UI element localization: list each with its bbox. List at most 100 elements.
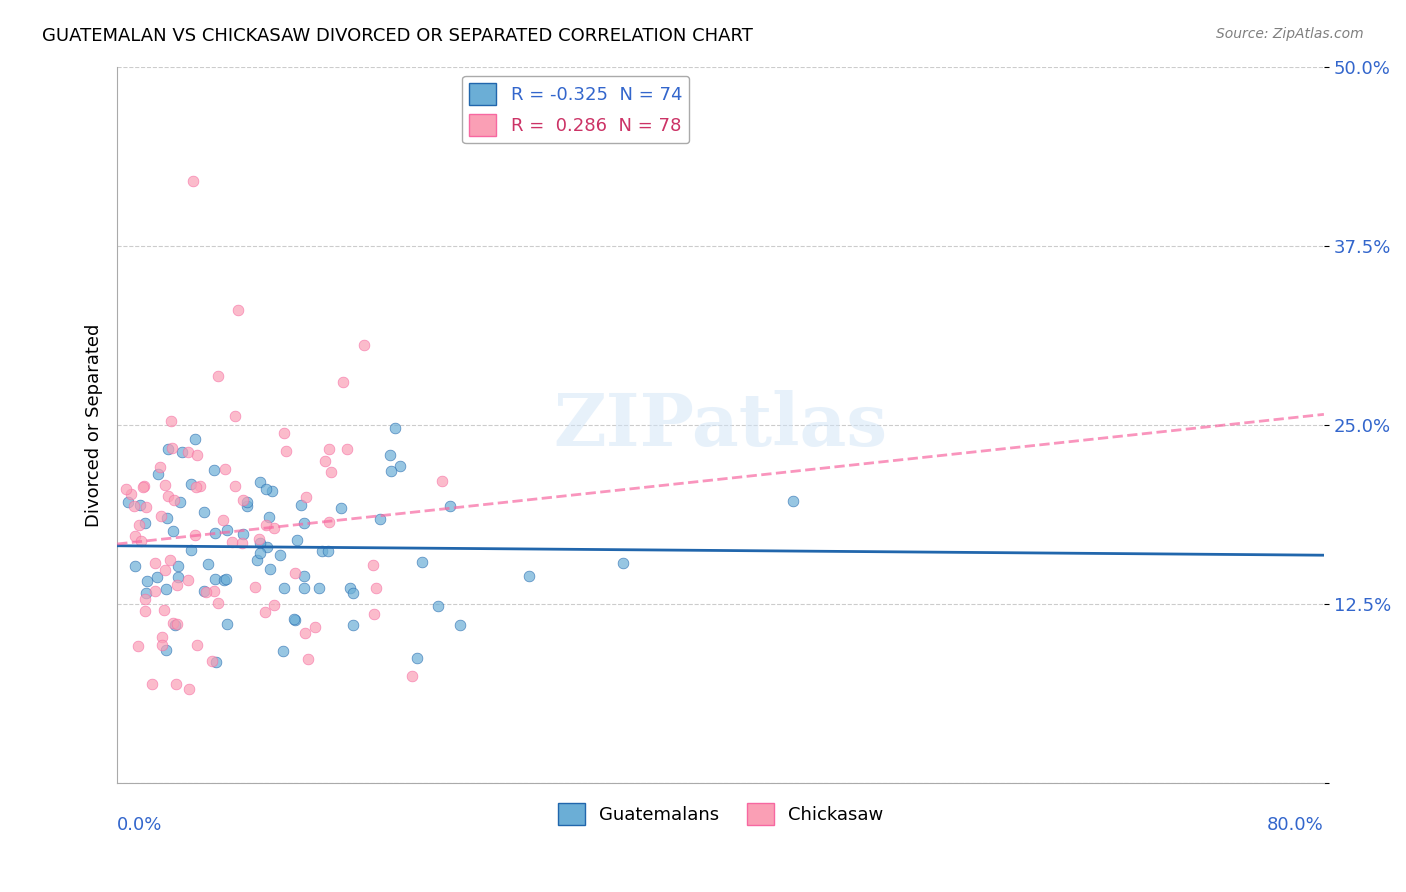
Point bbox=[214, 462, 236, 476]
Point bbox=[449, 618, 471, 632]
Point bbox=[141, 677, 163, 691]
Point bbox=[215, 523, 238, 537]
Point bbox=[380, 464, 402, 478]
Point bbox=[311, 544, 333, 558]
Point bbox=[259, 562, 281, 576]
Point bbox=[246, 552, 269, 566]
Point bbox=[262, 483, 284, 498]
Point bbox=[321, 466, 343, 480]
Point bbox=[183, 528, 205, 542]
Point bbox=[177, 574, 200, 588]
Point bbox=[361, 558, 384, 573]
Point bbox=[132, 479, 155, 493]
Point bbox=[384, 421, 406, 435]
Point bbox=[180, 543, 202, 558]
Point bbox=[115, 482, 138, 496]
Point bbox=[162, 441, 184, 455]
Point bbox=[284, 566, 307, 580]
Point bbox=[193, 505, 215, 519]
Point bbox=[179, 681, 201, 696]
Point bbox=[176, 445, 198, 459]
Point bbox=[184, 481, 207, 495]
Point bbox=[363, 607, 385, 621]
Point bbox=[134, 516, 156, 530]
Point bbox=[254, 482, 277, 496]
Point bbox=[224, 409, 246, 424]
Point bbox=[336, 442, 359, 456]
Point bbox=[353, 338, 375, 352]
Point bbox=[153, 478, 176, 492]
Point bbox=[224, 479, 246, 493]
Point bbox=[236, 495, 259, 509]
Point bbox=[148, 467, 170, 482]
Point bbox=[165, 677, 187, 691]
Point bbox=[231, 536, 253, 550]
Point bbox=[135, 585, 157, 599]
Point bbox=[135, 500, 157, 514]
Point bbox=[166, 577, 188, 591]
Point bbox=[169, 494, 191, 508]
Point bbox=[149, 460, 172, 475]
Point bbox=[159, 552, 181, 566]
Point bbox=[150, 508, 173, 523]
Point bbox=[388, 458, 411, 473]
Point bbox=[316, 543, 339, 558]
Point bbox=[283, 612, 305, 626]
Point bbox=[160, 414, 183, 428]
Legend: Guatemalans, Chickasaw: Guatemalans, Chickasaw bbox=[551, 796, 890, 832]
Point bbox=[297, 652, 319, 666]
Point bbox=[439, 500, 461, 514]
Point bbox=[249, 535, 271, 549]
Point bbox=[782, 493, 804, 508]
Point bbox=[318, 515, 340, 529]
Point bbox=[249, 546, 271, 560]
Point bbox=[256, 540, 278, 554]
Point bbox=[342, 586, 364, 600]
Point bbox=[180, 476, 202, 491]
Point bbox=[232, 527, 254, 541]
Point bbox=[172, 444, 194, 458]
Point bbox=[290, 498, 312, 512]
Point bbox=[273, 426, 295, 441]
Point bbox=[202, 583, 225, 598]
Point bbox=[318, 442, 340, 456]
Point bbox=[274, 443, 297, 458]
Point bbox=[263, 598, 285, 612]
Point bbox=[269, 548, 291, 562]
Point bbox=[120, 487, 142, 501]
Point bbox=[207, 368, 229, 383]
Point bbox=[134, 604, 156, 618]
Point bbox=[339, 581, 361, 595]
Point bbox=[221, 535, 243, 549]
Point bbox=[212, 573, 235, 587]
Point bbox=[517, 568, 540, 582]
Point bbox=[122, 499, 145, 513]
Point bbox=[366, 581, 388, 595]
Point bbox=[132, 480, 155, 494]
Point bbox=[197, 558, 219, 572]
Point bbox=[314, 454, 336, 468]
Point bbox=[226, 303, 249, 318]
Point bbox=[215, 616, 238, 631]
Point bbox=[202, 463, 225, 477]
Point bbox=[201, 654, 224, 668]
Point bbox=[134, 592, 156, 607]
Point bbox=[162, 524, 184, 539]
Point bbox=[207, 596, 229, 610]
Point bbox=[124, 558, 146, 573]
Point bbox=[284, 614, 307, 628]
Point bbox=[249, 475, 271, 490]
Point bbox=[186, 638, 208, 652]
Point bbox=[612, 556, 634, 570]
Point bbox=[292, 516, 315, 530]
Point bbox=[236, 500, 259, 514]
Point bbox=[155, 511, 177, 525]
Point bbox=[401, 668, 423, 682]
Point bbox=[247, 532, 270, 546]
Point bbox=[204, 655, 226, 669]
Point bbox=[232, 493, 254, 508]
Point bbox=[212, 512, 235, 526]
Point bbox=[155, 582, 177, 597]
Point bbox=[128, 498, 150, 512]
Text: 80.0%: 80.0% bbox=[1267, 816, 1324, 834]
